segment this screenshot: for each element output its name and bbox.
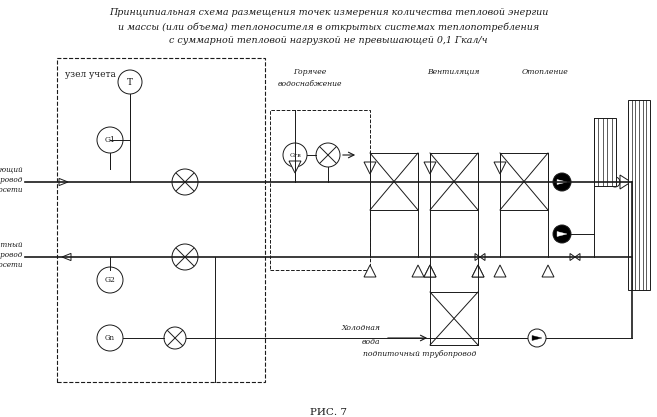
Bar [500,153,548,210]
Circle shape [97,325,123,351]
Text: Отопление: Отопление [522,68,568,76]
Circle shape [528,329,546,347]
Polygon shape [472,265,484,277]
Text: теплосети: теплосети [0,186,23,194]
Text: водоснабжение: водоснабжение [278,80,342,88]
Text: подпиточный трубопровод: подпиточный трубопровод [363,350,477,358]
Text: Gn: Gn [105,334,115,342]
Bar [430,292,478,345]
Text: Холодная: Холодная [341,324,380,332]
Circle shape [316,143,340,167]
Text: трубопровод: трубопровод [0,176,23,184]
Circle shape [283,143,307,167]
Polygon shape [494,265,506,277]
Polygon shape [364,162,376,174]
Polygon shape [532,336,542,340]
Text: трубопровод: трубопровод [0,251,23,259]
Polygon shape [475,254,480,261]
Text: G1: G1 [104,136,116,144]
Polygon shape [424,265,436,277]
Polygon shape [364,265,376,277]
Polygon shape [480,254,485,261]
Circle shape [553,173,571,191]
Circle shape [172,169,198,195]
Text: Подающий: Подающий [0,166,23,174]
Bar [270,110,370,270]
Text: вода: вода [361,338,380,346]
Polygon shape [494,162,506,174]
Text: с суммарной тепловой нагрузкой не превышающей 0,1 Гкал/ч: с суммарной тепловой нагрузкой не превыш… [170,36,487,45]
Polygon shape [424,265,436,277]
Text: узел учета: узел учета [65,70,116,79]
Text: G2: G2 [104,276,116,284]
Text: Вентиляция: Вентиляция [427,68,479,76]
Text: и массы (или объема) теплоносителя в открытых системах теплопотребления: и массы (или объема) теплоносителя в отк… [118,22,539,32]
Circle shape [164,327,186,349]
Circle shape [610,177,620,187]
Polygon shape [424,162,436,174]
Text: РИС. 7: РИС. 7 [310,408,347,417]
Circle shape [553,225,571,243]
Bar [430,153,478,210]
Circle shape [97,267,123,293]
Bar [57,58,265,382]
Bar [370,153,418,210]
Polygon shape [412,265,424,277]
Polygon shape [557,180,567,184]
Text: T: T [127,78,133,86]
Polygon shape [557,231,567,236]
Circle shape [172,244,198,270]
Text: Горячее: Горячее [294,68,327,76]
Circle shape [97,127,123,153]
Polygon shape [472,265,484,277]
Polygon shape [542,265,554,277]
Bar [594,118,616,186]
Text: Принципиальная схема размещения точек измерения количества тепловой энергии: Принципиальная схема размещения точек из… [109,8,548,17]
Text: Обратный: Обратный [0,241,23,249]
Polygon shape [289,161,301,173]
Circle shape [118,70,142,94]
Bar [628,100,650,290]
Polygon shape [570,254,575,261]
Text: Gгв: Gгв [289,153,301,158]
Polygon shape [575,254,580,261]
Text: теплосети: теплосети [0,261,23,269]
